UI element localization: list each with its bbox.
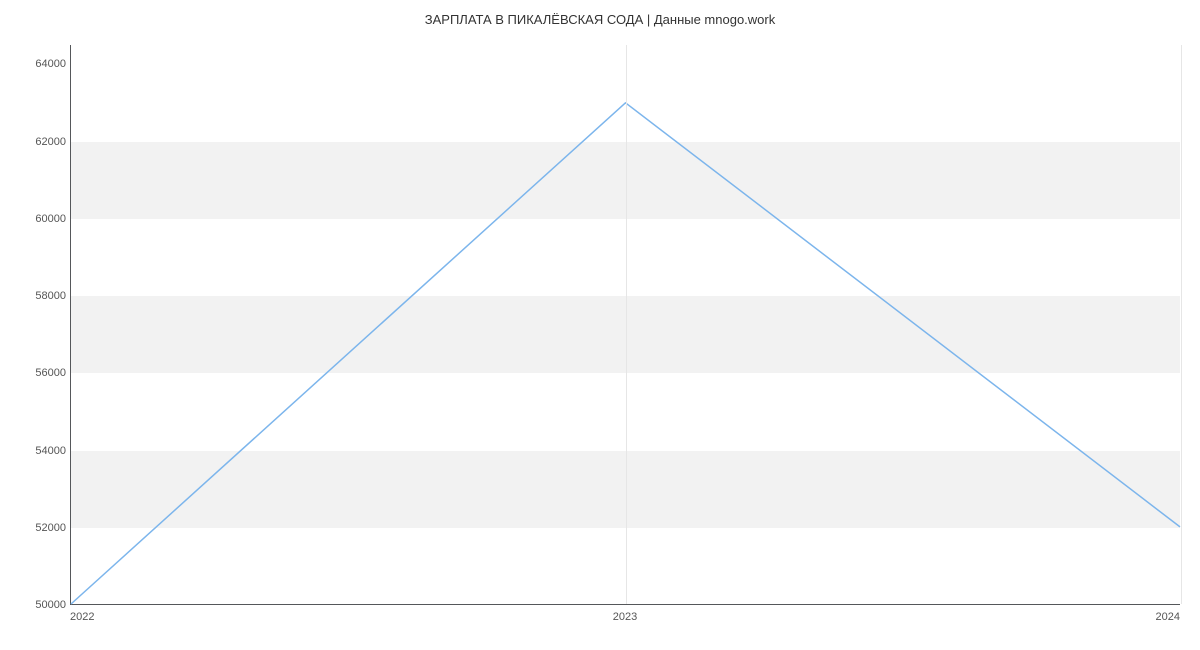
y-axis-tick-label: 50000	[24, 599, 66, 611]
y-axis-tick-label: 54000	[24, 445, 66, 457]
y-axis-tick-label: 56000	[24, 367, 66, 379]
y-axis-tick-label: 58000	[24, 290, 66, 302]
y-axis-tick-label: 64000	[24, 58, 66, 70]
y-axis-tick-label: 62000	[24, 136, 66, 148]
y-axis-tick-label: 60000	[24, 213, 66, 225]
grid-line-vertical	[1181, 45, 1182, 604]
grid-line-vertical	[626, 45, 627, 604]
plot-surface	[70, 45, 1180, 605]
x-axis-tick-label: 2022	[70, 611, 94, 623]
x-axis-tick-label: 2023	[613, 611, 637, 623]
chart-title: ЗАРПЛАТА В ПИКАЛЁВСКАЯ СОДА | Данные mno…	[0, 0, 1200, 35]
chart-plot-area: 5000052000540005600058000600006200064000…	[70, 45, 1180, 605]
y-axis-tick-label: 52000	[24, 522, 66, 534]
x-axis-tick-label: 2024	[1156, 611, 1180, 623]
